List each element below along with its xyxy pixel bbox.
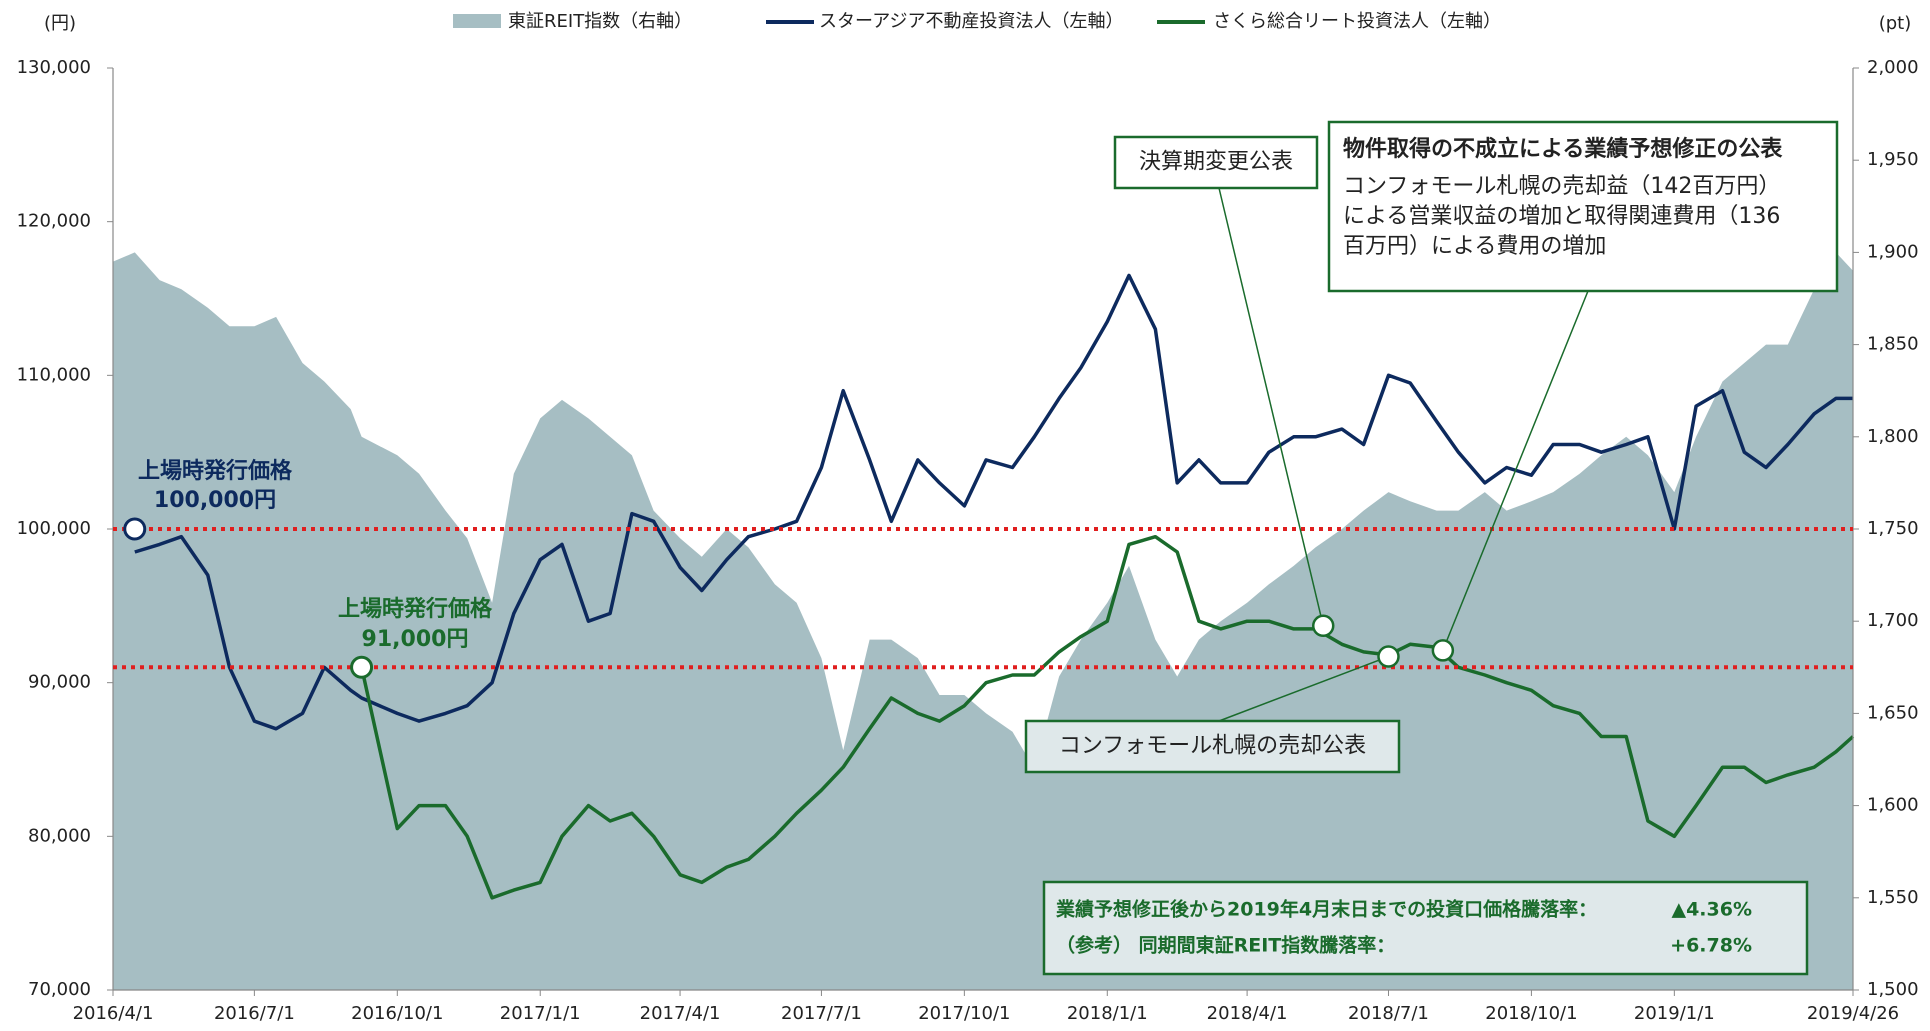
x-tick-label: 2019/4/26: [1807, 1003, 1899, 1024]
y-tick-label: 120,000: [17, 211, 91, 232]
y2-tick-label: 1,700: [1867, 610, 1919, 631]
callout-title: コンフォモール札幌の売却公表: [1059, 734, 1366, 759]
x-tick-label: 2019/1/1: [1634, 1003, 1715, 1024]
annotation: 上場時発行価格: [138, 458, 293, 484]
annotation: 100,000円: [154, 488, 276, 513]
x-tick-label: 2016/10/1: [351, 1003, 443, 1024]
line: [359, 534, 1855, 900]
legend-label: 東証REIT指数（右軸）: [508, 11, 692, 32]
y2-tick-label: 1,800: [1867, 426, 1919, 447]
callout-box: [1327, 120, 1839, 293]
y2-axis-unit: (pt): [1879, 13, 1912, 34]
summary-value: ▲4.36%: [1671, 899, 1752, 921]
event-marker: [350, 655, 374, 679]
event-marker: [1377, 645, 1400, 668]
callout-text: 百万円）による費用の増加: [1343, 234, 1606, 259]
callout-text: による営業収益の増加と取得関連費用（136: [1343, 204, 1780, 229]
legend-label: さくら総合リート投資法人（左軸）: [1213, 11, 1501, 32]
legend-label: スターアジア不動産投資法人（左軸）: [819, 11, 1124, 32]
summary-label: （参考） 同期間東証REIT指数騰落率：: [1056, 934, 1395, 957]
x-tick-label: 2017/7/1: [781, 1003, 862, 1024]
annotation: 91,000円: [362, 627, 469, 652]
event-marker: [123, 517, 147, 541]
x-tick-label: 2017/10/1: [918, 1003, 1010, 1024]
y2-tick-label: 1,600: [1867, 795, 1919, 816]
y2-tick-label: 1,550: [1867, 887, 1919, 908]
y2-tick-label: 1,900: [1867, 241, 1919, 262]
callout-text: コンフォモール札幌の売却益（142百万円）: [1343, 174, 1780, 199]
y-tick-label: 80,000: [28, 825, 91, 846]
x-tick-label: 2018/10/1: [1485, 1003, 1577, 1024]
line: [134, 273, 1853, 731]
y2-tick-label: 1,500: [1867, 979, 1919, 1000]
y2-tick-label: 1,650: [1867, 702, 1919, 723]
y2-tick-label: 2,000: [1867, 57, 1919, 78]
callout-title: 決算期変更公表: [1139, 150, 1293, 175]
area: [113, 252, 1853, 990]
y-tick-label: 100,000: [17, 518, 91, 539]
y-tick-label: 90,000: [28, 672, 91, 693]
event-marker: [1431, 639, 1455, 662]
x-tick-label: 2018/1/1: [1067, 1003, 1148, 1024]
x-tick-label: 2018/7/1: [1348, 1003, 1429, 1024]
leader-line: [1218, 187, 1324, 626]
legend-swatch: [453, 14, 501, 28]
callout-box: [1024, 719, 1401, 774]
summary-value: +6.78%: [1670, 935, 1752, 957]
x-tick-label: 2018/4/1: [1207, 1003, 1288, 1024]
x-tick-label: 2017/1/1: [500, 1003, 581, 1024]
event-marker: [1311, 614, 1335, 638]
leader-line: [1218, 655, 1389, 722]
summary-label: 業績予想修正後から2019年4月末日までの投資口価格騰落率：: [1055, 898, 1597, 921]
annotation: 上場時発行価格: [338, 596, 493, 622]
x-tick-label: 2016/4/1: [73, 1003, 154, 1024]
y2-tick-label: 1,750: [1867, 518, 1919, 539]
x-tick-label: 2016/7/1: [214, 1003, 295, 1024]
y2-tick-label: 1,950: [1867, 149, 1919, 170]
y-tick-label: 70,000: [28, 979, 91, 1000]
y-axis-unit: (円): [44, 13, 76, 34]
x-tick-label: 2017/4/1: [640, 1003, 721, 1024]
leader-line: [1442, 290, 1589, 651]
callout-box: [1113, 135, 1319, 190]
y-tick-label: 110,000: [17, 364, 91, 385]
summary-box: [1042, 880, 1809, 976]
y-tick-label: 130,000: [17, 57, 91, 78]
callout-title: 物件取得の不成立による業績予想修正の公表: [1343, 136, 1783, 162]
y2-tick-label: 1,850: [1867, 334, 1919, 355]
